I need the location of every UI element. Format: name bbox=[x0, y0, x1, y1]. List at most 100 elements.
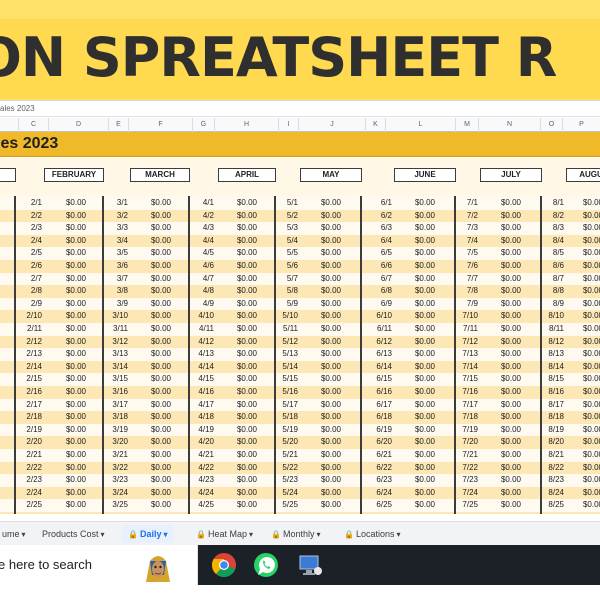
day-cell[interactable]: 8/24 bbox=[548, 487, 564, 497]
day-cell[interactable]: 7/12 bbox=[462, 336, 478, 346]
day-cell[interactable]: 6/25 bbox=[376, 500, 392, 510]
day-cell[interactable]: 5/15 bbox=[282, 374, 298, 384]
column-header-m[interactable]: M bbox=[455, 118, 478, 132]
amount-cell[interactable]: $0.00 bbox=[236, 500, 258, 510]
amount-cell[interactable]: $0.00 bbox=[320, 487, 342, 497]
day-cell[interactable]: 3/15 bbox=[112, 374, 128, 384]
amount-cell[interactable]: $0.00 bbox=[500, 286, 522, 296]
day-cell[interactable]: 4/8 bbox=[202, 286, 214, 296]
day-cell[interactable]: 5/7 bbox=[286, 273, 298, 283]
amount-cell[interactable]: $0.00 bbox=[65, 450, 87, 459]
amount-cell[interactable]: $0.00 bbox=[150, 424, 172, 434]
day-cell[interactable]: 7/5 bbox=[466, 248, 478, 258]
day-cell[interactable]: 7/19 bbox=[462, 424, 478, 434]
amount-cell[interactable]: $0.00 bbox=[414, 273, 436, 283]
column-header-k[interactable]: K bbox=[365, 118, 385, 132]
amount-cell[interactable]: $0.00 bbox=[320, 223, 342, 233]
amount-cell[interactable]: $0.00 bbox=[320, 399, 342, 409]
amount-cell[interactable]: $0.00 bbox=[414, 361, 436, 371]
amount-cell[interactable]: $0.00 bbox=[582, 248, 600, 258]
amount-cell[interactable]: $0.00 bbox=[236, 248, 258, 258]
amount-cell[interactable] bbox=[0, 222, 10, 235]
amount-cell[interactable] bbox=[0, 285, 10, 298]
amount-cell[interactable]: $0.00 bbox=[582, 399, 600, 409]
amount-cell[interactable]: $0.00 bbox=[150, 298, 172, 308]
day-cell[interactable]: 4/22 bbox=[198, 462, 214, 472]
amount-cell[interactable]: $0.00 bbox=[320, 273, 342, 283]
day-cell[interactable]: 3/17 bbox=[112, 399, 128, 409]
amount-cell[interactable]: $0.00 bbox=[582, 198, 600, 207]
amount-cell[interactable]: $0.00 bbox=[65, 223, 87, 233]
column-header-i[interactable]: I bbox=[278, 118, 298, 132]
amount-cell[interactable]: $0.00 bbox=[414, 235, 436, 245]
amount-cell[interactable]: $0.00 bbox=[414, 286, 436, 296]
amount-cell[interactable]: $0.00 bbox=[150, 198, 172, 207]
day-cell[interactable]: 5/13 bbox=[282, 349, 298, 359]
amount-cell[interactable]: $0.00 bbox=[582, 235, 600, 245]
day-cell[interactable]: 6/19 bbox=[376, 424, 392, 434]
day-cell[interactable]: 2/9 bbox=[30, 298, 42, 308]
amount-cell[interactable]: $0.00 bbox=[65, 424, 87, 434]
day-cell[interactable]: 5/3 bbox=[286, 223, 298, 233]
day-cell[interactable]: 2/21 bbox=[26, 450, 42, 459]
sheet-title[interactable]: les 2023 bbox=[0, 135, 59, 152]
pharaoh-icon[interactable] bbox=[140, 549, 176, 583]
month-header[interactable]: AUGU bbox=[566, 168, 600, 182]
amount-cell[interactable]: $0.00 bbox=[582, 437, 600, 447]
amount-cell[interactable]: $0.00 bbox=[582, 210, 600, 220]
day-cell[interactable]: 4/19 bbox=[198, 424, 214, 434]
amount-cell[interactable] bbox=[0, 462, 10, 475]
amount-cell[interactable]: $0.00 bbox=[236, 273, 258, 283]
column-header-g[interactable]: G bbox=[192, 118, 214, 132]
day-cell[interactable]: 2/22 bbox=[26, 462, 42, 472]
day-cell[interactable]: 3/6 bbox=[116, 261, 128, 270]
amount-cell[interactable]: $0.00 bbox=[150, 311, 172, 321]
day-cell[interactable]: 4/3 bbox=[202, 223, 214, 233]
amount-cell[interactable]: $0.00 bbox=[150, 361, 172, 371]
day-cell[interactable]: 5/6 bbox=[286, 261, 298, 270]
amount-cell[interactable]: $0.00 bbox=[582, 374, 600, 384]
day-cell[interactable]: 8/6 bbox=[552, 261, 564, 270]
amount-cell[interactable] bbox=[0, 373, 10, 386]
caret-down-icon[interactable]: ▾ bbox=[21, 530, 26, 539]
amount-cell[interactable]: $0.00 bbox=[236, 487, 258, 497]
day-cell[interactable]: 4/21 bbox=[198, 450, 214, 459]
amount-cell[interactable]: $0.00 bbox=[582, 412, 600, 422]
month-header[interactable]: JUNE bbox=[394, 168, 456, 182]
amount-cell[interactable]: $0.00 bbox=[582, 387, 600, 396]
day-cell[interactable]: 5/21 bbox=[282, 450, 298, 459]
day-cell[interactable]: 8/16 bbox=[548, 387, 564, 396]
amount-cell[interactable]: $0.00 bbox=[582, 361, 600, 371]
amount-cell[interactable]: $0.00 bbox=[320, 412, 342, 422]
amount-cell[interactable]: $0.00 bbox=[150, 210, 172, 220]
amount-cell[interactable]: $0.00 bbox=[414, 374, 436, 384]
day-cell[interactable]: 7/25 bbox=[462, 500, 478, 510]
day-cell[interactable]: 2/7 bbox=[30, 273, 42, 283]
day-cell[interactable]: 4/12 bbox=[198, 336, 214, 346]
day-cell[interactable]: 3/4 bbox=[116, 235, 128, 245]
amount-cell[interactable]: $0.00 bbox=[65, 261, 87, 270]
amount-cell[interactable]: $0.00 bbox=[500, 248, 522, 258]
day-cell[interactable]: 8/21 bbox=[548, 450, 564, 459]
day-cell[interactable]: 7/24 bbox=[462, 487, 478, 497]
amount-cell[interactable]: $0.00 bbox=[582, 286, 600, 296]
amount-cell[interactable]: $0.00 bbox=[236, 349, 258, 359]
day-cell[interactable]: 5/25 bbox=[282, 500, 298, 510]
day-cell[interactable]: 2/25 bbox=[26, 500, 42, 510]
day-cell[interactable]: 8/11 bbox=[549, 324, 564, 333]
amount-cell[interactable] bbox=[0, 361, 10, 374]
amount-cell[interactable]: $0.00 bbox=[65, 399, 87, 409]
day-cell[interactable]: 4/15 bbox=[198, 374, 214, 384]
day-cell[interactable]: 3/13 bbox=[112, 349, 128, 359]
amount-cell[interactable]: $0.00 bbox=[65, 487, 87, 497]
amount-cell[interactable]: $0.00 bbox=[414, 500, 436, 510]
amount-cell[interactable]: $0.00 bbox=[320, 261, 342, 270]
amount-cell[interactable]: $0.00 bbox=[150, 261, 172, 270]
amount-cell[interactable]: $0.00 bbox=[320, 349, 342, 359]
day-cell[interactable]: 2/16 bbox=[26, 387, 42, 396]
amount-cell[interactable]: $0.00 bbox=[414, 450, 436, 459]
day-cell[interactable]: 8/15 bbox=[548, 374, 564, 384]
amount-cell[interactable]: $0.00 bbox=[236, 261, 258, 270]
day-cell[interactable]: 3/24 bbox=[112, 487, 128, 497]
day-cell[interactable]: 5/16 bbox=[282, 387, 298, 396]
